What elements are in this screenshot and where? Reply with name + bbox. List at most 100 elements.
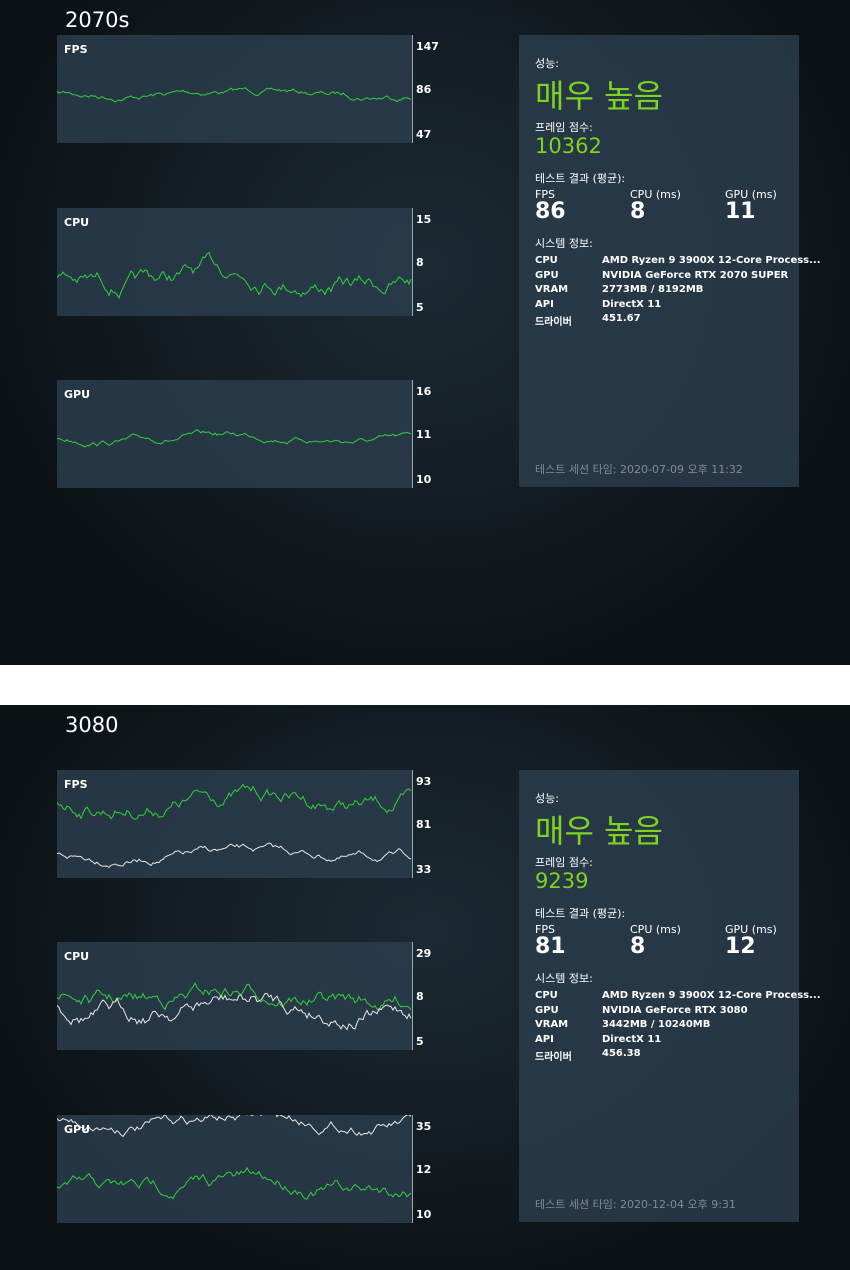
graph (57, 86, 412, 103)
graph-label: FPS (64, 778, 88, 791)
tick-label: 10 (416, 1208, 432, 1221)
performance-label: 성능: (535, 57, 559, 70)
results-label: 테스트 결과 (평균): (535, 172, 626, 185)
score: 10362 (535, 134, 602, 158)
tick-label: 33 (416, 863, 432, 876)
graph-label: CPU (64, 216, 90, 229)
system-key: CPU (535, 990, 558, 1001)
tick-label: 47 (416, 128, 432, 141)
system-value: 3442MB / 10240MB (602, 1019, 711, 1030)
system-key: GPU (535, 269, 559, 281)
tick-label: 12 (416, 1163, 432, 1176)
performance-label: 성능: (535, 792, 559, 805)
tick-label: 5 (416, 1035, 424, 1048)
system-value: DirectX 11 (602, 298, 662, 310)
result-value: 86 (535, 199, 566, 224)
system-label: 시스템 정보: (535, 972, 593, 985)
system-key: GPU (535, 1004, 559, 1016)
graph-panel: FPS (57, 35, 412, 143)
graph (57, 251, 412, 300)
section-title: 2070s (65, 8, 130, 32)
tick-label: 35 (416, 1120, 432, 1133)
graph-panel: GPU (57, 1115, 412, 1223)
axis-line (412, 1115, 413, 1223)
system-key: 드라이버 (535, 317, 572, 328)
tick-label: 16 (416, 385, 432, 398)
graph-line (57, 86, 412, 103)
graph-line (57, 783, 412, 820)
performance: 매우 높음 (535, 812, 663, 850)
graph-panel: CPU (57, 942, 412, 1050)
axis-line (412, 208, 413, 316)
session-time: 테스트 세션 타임: 2020-07-09 오후 11:32 (535, 463, 743, 476)
system-value: NVIDIA GeForce RTX 2070 SUPER (602, 269, 789, 281)
graph-line (57, 428, 412, 448)
graph-label: FPS (64, 43, 88, 56)
result-value: 11 (725, 199, 756, 224)
system-key: VRAM (535, 284, 569, 295)
result-value: 81 (535, 934, 566, 959)
score: 9239 (535, 869, 589, 893)
result-label: GPU (ms) (725, 923, 777, 936)
score-label: 프레임 점수: (535, 856, 593, 869)
tick-label: 86 (416, 83, 432, 96)
graph (57, 783, 412, 869)
system-value: 451.67 (602, 313, 641, 324)
system-key: VRAM (535, 1019, 569, 1030)
system-key: 드라이버 (535, 1052, 572, 1063)
system-label: 시스템 정보: (535, 237, 593, 250)
tick-label: 81 (416, 818, 432, 831)
result-value: 8 (630, 934, 646, 959)
graph-panel: GPU (57, 380, 412, 488)
result-value: 12 (725, 934, 756, 959)
system-key: API (535, 1033, 554, 1045)
section-title: 3080 (65, 713, 119, 737)
tick-label: 8 (416, 990, 424, 1003)
result-label: CPU (ms) (630, 923, 681, 936)
result-label: GPU (ms) (725, 188, 777, 201)
system-value: DirectX 11 (602, 1033, 662, 1045)
system-value: AMD Ryzen 9 3900X 12-Core Process... (602, 255, 821, 266)
tick-label: 5 (416, 301, 424, 314)
tick-label: 10 (416, 473, 432, 486)
graph-label: GPU (64, 1123, 91, 1136)
system-value: NVIDIA GeForce RTX 3080 (602, 1004, 748, 1016)
tick-label: 93 (416, 775, 432, 788)
system-key: API (535, 298, 554, 310)
system-value: 2773MB / 8192MB (602, 284, 704, 295)
session-time: 테스트 세션 타임: 2020-12-04 오후 9:31 (535, 1198, 736, 1211)
graph-line (57, 1115, 412, 1138)
graph (57, 1115, 412, 1200)
result-value: 8 (630, 199, 646, 224)
tick-label: 147 (416, 40, 439, 53)
performance: 매우 높음 (535, 77, 663, 115)
graph-line (57, 842, 412, 869)
axis-line (412, 35, 413, 143)
score-label: 프레임 점수: (535, 121, 593, 134)
graph-line (57, 251, 412, 300)
system-key: CPU (535, 255, 558, 266)
result-label: FPS (535, 188, 555, 201)
axis-line (412, 380, 413, 488)
system-value: 456.38 (602, 1048, 641, 1059)
graph-label: CPU (64, 950, 90, 963)
graph-label: GPU (64, 388, 91, 401)
graph-line (57, 993, 412, 1031)
tick-label: 15 (416, 213, 432, 226)
tick-label: 11 (416, 428, 432, 441)
graph-line (57, 1166, 412, 1200)
results-label: 테스트 결과 (평균): (535, 907, 626, 920)
result-label: FPS (535, 923, 555, 936)
axis-line (412, 942, 413, 1050)
tick-label: 8 (416, 256, 424, 269)
graph-line (57, 981, 412, 1012)
tick-label: 29 (416, 947, 432, 960)
axis-line (412, 770, 413, 878)
result-label: CPU (ms) (630, 188, 681, 201)
graph (57, 428, 412, 448)
